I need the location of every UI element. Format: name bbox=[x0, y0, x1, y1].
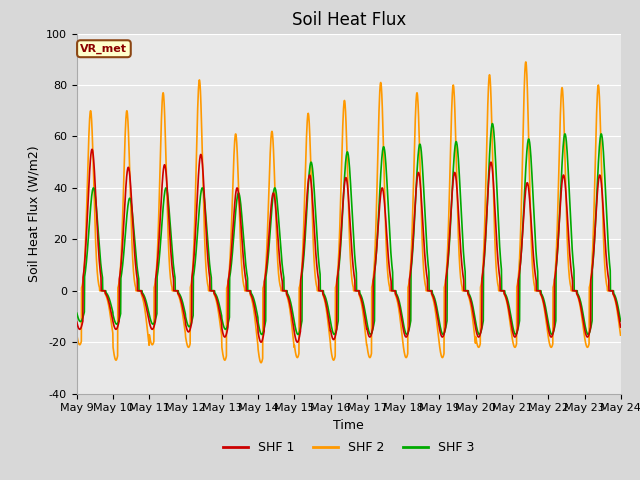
SHF 1 bbox=[88, 146, 96, 152]
Text: VR_met: VR_met bbox=[81, 44, 127, 54]
SHF 1 bbox=[73, 319, 81, 325]
SHF 3 bbox=[376, 179, 384, 185]
SHF 1 bbox=[507, 320, 515, 325]
SHF 3 bbox=[617, 318, 625, 324]
SHF 2 bbox=[365, 352, 372, 358]
SHF 1 bbox=[569, 288, 577, 294]
X-axis label: Time: Time bbox=[333, 419, 364, 432]
Legend: SHF 1, SHF 2, SHF 3: SHF 1, SHF 2, SHF 3 bbox=[218, 436, 479, 459]
SHF 2 bbox=[73, 332, 81, 337]
SHF 1 bbox=[377, 193, 385, 199]
SHF 3 bbox=[507, 314, 515, 320]
SHF 2 bbox=[617, 332, 625, 338]
SHF 3 bbox=[73, 310, 81, 316]
SHF 1 bbox=[365, 333, 372, 338]
Y-axis label: Soil Heat Flux (W/m2): Soil Heat Flux (W/m2) bbox=[28, 145, 40, 282]
SHF 2 bbox=[569, 288, 577, 294]
SHF 3 bbox=[225, 319, 232, 325]
SHF 2 bbox=[522, 59, 530, 65]
SHF 3 bbox=[584, 332, 592, 337]
Line: SHF 3: SHF 3 bbox=[77, 124, 621, 335]
SHF 3 bbox=[488, 121, 496, 127]
SHF 1 bbox=[225, 276, 232, 281]
SHF 3 bbox=[569, 257, 577, 263]
SHF 2 bbox=[376, 82, 384, 87]
SHF 3 bbox=[258, 332, 266, 337]
SHF 1 bbox=[617, 324, 625, 330]
SHF 1 bbox=[584, 334, 592, 339]
Line: SHF 2: SHF 2 bbox=[77, 62, 621, 363]
SHF 3 bbox=[365, 327, 372, 333]
SHF 2 bbox=[257, 360, 265, 366]
SHF 2 bbox=[225, 277, 232, 283]
SHF 2 bbox=[584, 344, 592, 349]
Line: SHF 1: SHF 1 bbox=[77, 149, 621, 342]
SHF 2 bbox=[507, 325, 515, 331]
SHF 1 bbox=[257, 339, 265, 345]
Title: Soil Heat Flux: Soil Heat Flux bbox=[292, 11, 406, 29]
